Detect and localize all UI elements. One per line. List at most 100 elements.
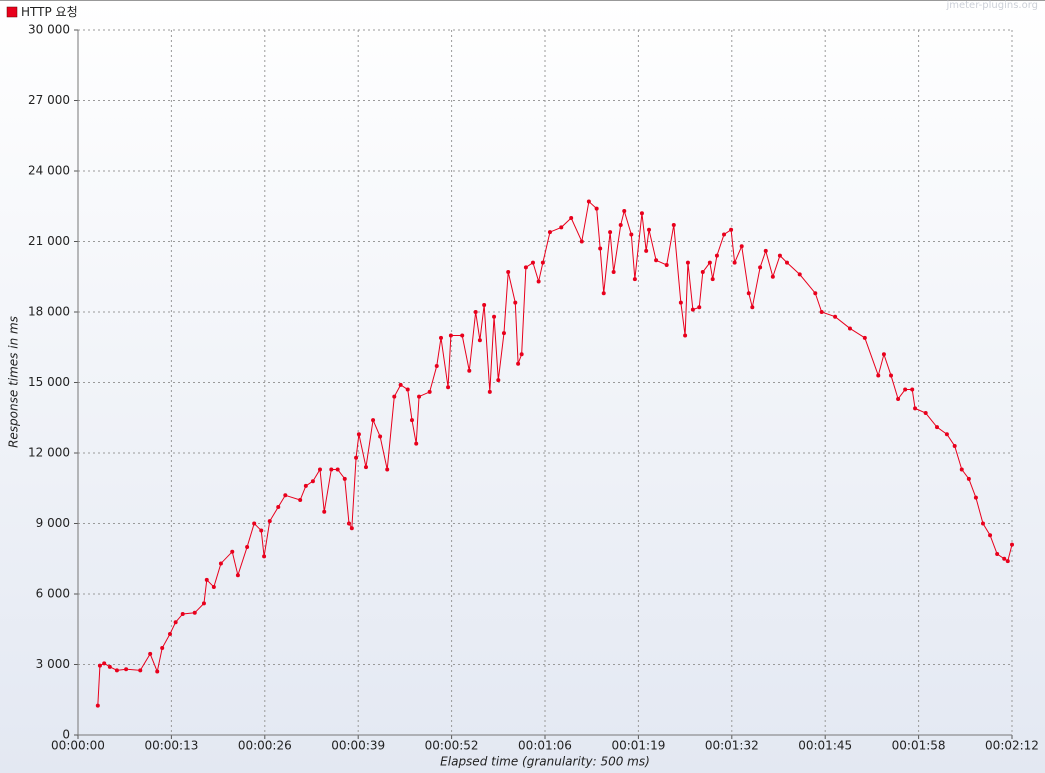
data-point (732, 260, 737, 265)
watermark: jmeter-plugins.org (945, 0, 1038, 11)
data-point (298, 498, 303, 502)
data-point (784, 260, 789, 265)
data-point (167, 631, 172, 636)
data-point (477, 338, 482, 343)
data-point (923, 411, 928, 416)
data-point (739, 244, 744, 249)
data-point (601, 291, 606, 296)
data-point (124, 667, 129, 672)
data-point (647, 227, 652, 232)
x-tick-label: 00:01:32 (705, 739, 759, 753)
y-tick-label: 27 000 (28, 93, 70, 107)
data-point (506, 270, 511, 275)
data-point (611, 270, 616, 275)
data-point (683, 333, 688, 338)
data-point (409, 418, 414, 423)
data-point (446, 385, 451, 390)
x-tick-label: 00:02:12 (985, 739, 1039, 753)
data-point (204, 577, 209, 582)
legend-swatch (6, 6, 18, 18)
data-point (303, 483, 308, 488)
data-point (980, 521, 985, 526)
x-tick-label: 00:01:19 (611, 739, 665, 753)
x-tick-label: 00:01:58 (892, 739, 946, 753)
data-point (598, 246, 603, 251)
data-point (690, 307, 695, 312)
data-point (342, 476, 347, 481)
data-point (944, 432, 949, 437)
data-point (252, 521, 257, 526)
data-point (671, 223, 676, 228)
data-point (903, 387, 908, 392)
x-tick-label: 00:00:00 (51, 739, 105, 753)
x-tick-label: 00:01:45 (798, 739, 852, 753)
data-point (501, 331, 506, 336)
data-point (427, 389, 432, 394)
data-point (180, 611, 185, 616)
data-point (1010, 542, 1014, 547)
data-point (540, 260, 545, 265)
data-point (259, 528, 264, 533)
data-point (467, 368, 472, 373)
data-point (729, 227, 734, 232)
data-point (896, 396, 901, 401)
data-point (1002, 556, 1007, 561)
data-point (102, 661, 107, 666)
data-point (530, 260, 535, 265)
data-point (356, 432, 361, 437)
data-point (417, 394, 422, 399)
data-point (245, 545, 250, 549)
x-tick-label: 00:00:52 (425, 739, 479, 753)
data-point (819, 310, 824, 314)
data-point (639, 211, 644, 216)
y-axis-title: Response times in ms (7, 316, 21, 448)
y-tick-label: 30 000 (28, 23, 70, 37)
data-point (952, 443, 957, 448)
data-point (569, 216, 574, 220)
data-point (988, 533, 993, 538)
data-point (710, 277, 715, 282)
data-point (813, 291, 818, 296)
data-point (97, 663, 102, 668)
data-point (473, 310, 478, 314)
data-point (414, 441, 419, 446)
data-point (777, 253, 782, 258)
data-point (910, 387, 915, 392)
data-point (371, 418, 376, 423)
data-point (267, 519, 272, 524)
y-tick-label: 24 000 (28, 164, 70, 178)
data-point (114, 668, 119, 673)
data-point (354, 455, 359, 460)
data-point (664, 263, 669, 267)
data-point (513, 300, 518, 305)
data-point (138, 668, 143, 673)
data-point (750, 305, 755, 310)
y-tick-label: 15 000 (28, 375, 70, 389)
data-point (201, 601, 206, 606)
y-tick-label: 0 (62, 728, 70, 742)
y-tick-label: 12 000 (28, 446, 70, 460)
data-point (230, 549, 235, 554)
data-point (966, 476, 971, 481)
data-point (632, 277, 637, 282)
data-point (889, 373, 894, 378)
data-point (482, 302, 487, 307)
data-point (594, 206, 599, 211)
data-point (107, 664, 112, 669)
data-point (959, 467, 964, 472)
data-point (547, 230, 552, 235)
x-tick-label: 00:00:39 (331, 739, 385, 753)
data-point (1005, 559, 1010, 564)
legend-label: HTTP 요청 (21, 5, 78, 19)
data-point (536, 279, 541, 284)
x-axis-title: Elapsed time (granularity: 500 ms) (440, 755, 650, 769)
data-point (559, 225, 564, 230)
data-point (276, 505, 281, 510)
data-point (995, 552, 1000, 557)
data-point (763, 248, 768, 253)
x-tick-label: 00:01:06 (518, 739, 572, 753)
data-point (973, 495, 978, 500)
